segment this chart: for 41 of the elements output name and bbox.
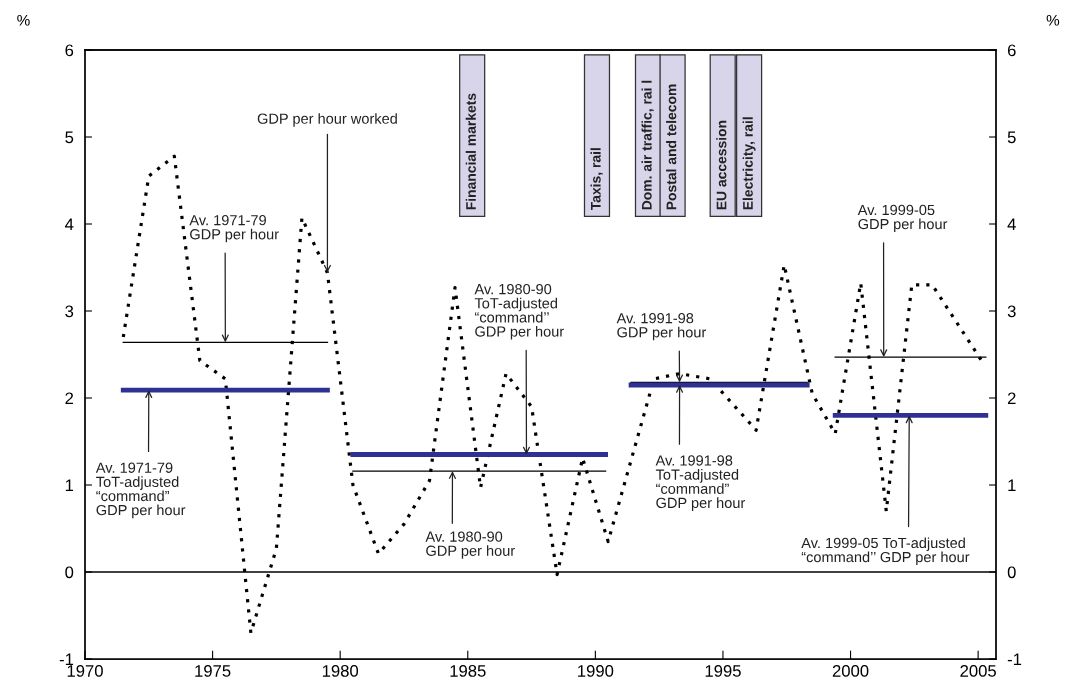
y2-tick-label: 1 <box>1008 479 1016 492</box>
y-tick-label: 1 <box>65 479 74 492</box>
annotation: Av. 1980-90 GDP per hour <box>425 531 515 559</box>
y2-tick-label: 6 <box>1007 44 1016 57</box>
y-tick-label: -1 <box>59 653 74 666</box>
y-tick-label: 6 <box>65 44 74 57</box>
annotation: Postal and telecom <box>666 84 677 210</box>
y2-tick-label: -1 <box>1007 653 1022 666</box>
y2-tick-label: 4 <box>1007 218 1016 231</box>
y-tick-label: 0 <box>65 566 74 579</box>
annotation: Av. 1971-79 GDP per hour <box>189 214 279 243</box>
x-tick-label: 2000 <box>832 665 869 677</box>
annotation: Av. 1999-05 ToT-adjusted “command’’ GDP per hour <box>801 537 970 566</box>
annotation: Electricity, rail <box>742 117 756 210</box>
y-axis-title: % <box>17 14 30 26</box>
y2-tick-label: 0 <box>1007 566 1016 579</box>
annotation: Dom. air traffic, rai l <box>641 80 654 210</box>
annotation: Av. 1991-98 ToT-adjusted “command” GDP per hour <box>655 455 746 511</box>
y2-tick-label: 2 <box>1007 392 1016 405</box>
x-tick-label: 1990 <box>578 665 614 677</box>
y2-tick-label: 5 <box>1007 131 1016 144</box>
annotation: Taxis, rail <box>590 148 603 211</box>
annotation: GDP per hour worked <box>257 113 397 127</box>
annotation: Av. 1980-90 ToT-adjusted “command’’ GDP per hour <box>474 283 564 340</box>
annotation: Av. 1971-79 ToT-adjusted “command” GDP per hour <box>95 462 186 519</box>
annotation: Av. 1999-05 GDP per hour <box>857 204 948 233</box>
y-tick-label: 2 <box>65 392 74 405</box>
x-tick-label: 1970 <box>67 665 103 677</box>
x-tick-label: 1975 <box>195 665 231 677</box>
x-tick-label: 2005 <box>960 665 996 677</box>
x-tick-label: 1995 <box>705 665 741 677</box>
y2-axis-title: % <box>1046 14 1060 26</box>
y-tick-label: 3 <box>65 305 74 318</box>
x-tick-label: 1985 <box>450 665 486 677</box>
x-tick-label: 1980 <box>322 665 359 677</box>
annotation: EU accession <box>716 120 727 210</box>
y-tick-label: 4 <box>65 218 74 231</box>
y2-tick-label: 3 <box>1007 305 1016 318</box>
annotation: Financial markets <box>465 93 476 210</box>
annotation: Av. 1991-98 GDP per hour <box>616 313 707 341</box>
y-tick-label: 5 <box>65 131 74 144</box>
